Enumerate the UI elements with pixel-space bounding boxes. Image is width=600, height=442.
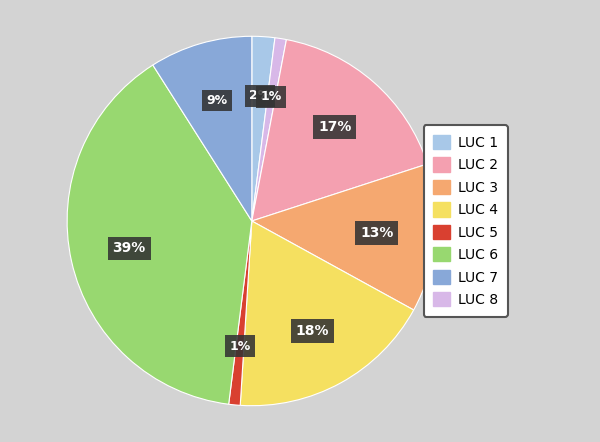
Wedge shape xyxy=(252,164,437,310)
Wedge shape xyxy=(67,65,252,404)
Text: 13%: 13% xyxy=(360,226,394,240)
Wedge shape xyxy=(252,40,427,221)
Text: 1%: 1% xyxy=(229,339,251,353)
Wedge shape xyxy=(153,36,252,221)
Legend: LUC 1, LUC 2, LUC 3, LUC 4, LUC 5, LUC 6, LUC 7, LUC 8: LUC 1, LUC 2, LUC 3, LUC 4, LUC 5, LUC 6… xyxy=(424,126,508,316)
Wedge shape xyxy=(240,221,413,406)
Wedge shape xyxy=(229,221,252,405)
Text: 17%: 17% xyxy=(318,120,352,134)
Text: 9%: 9% xyxy=(206,94,227,107)
Wedge shape xyxy=(252,36,275,221)
Text: 18%: 18% xyxy=(296,324,329,338)
Text: 1%: 1% xyxy=(261,91,282,103)
Text: 2%: 2% xyxy=(249,89,271,102)
Wedge shape xyxy=(252,38,286,221)
Text: 39%: 39% xyxy=(113,241,146,255)
